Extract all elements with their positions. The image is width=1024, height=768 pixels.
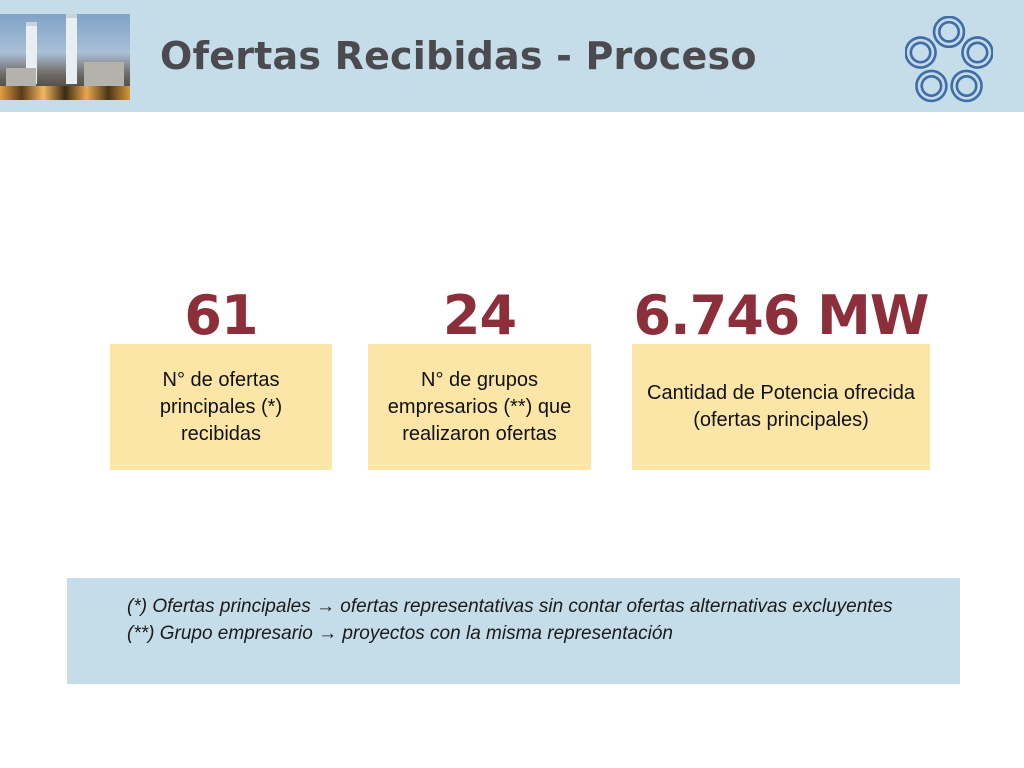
stat-power: 6.746 MW Cantidad de Potencia ofrecida (… [632, 286, 930, 470]
stat-label-box-groups: N° de grupos empresarios (**) que realiz… [368, 344, 591, 470]
footnote-2-term: (**) Grupo empresario [127, 623, 319, 644]
stat-value-groups: 24 [442, 284, 517, 347]
stat-groups: 24 N° de grupos empresarios (**) que rea… [368, 286, 591, 470]
power-plant-photo [0, 14, 130, 100]
stat-value-offers: 61 [184, 284, 258, 347]
page-title: Ofertas Recibidas - Proceso [160, 34, 757, 78]
plant-building-left [6, 68, 36, 90]
footnote-principal-offers: (*) Ofertas principales → ofertas repres… [127, 593, 940, 620]
stat-label-power: Cantidad de Potencia ofrecida (ofertas p… [647, 382, 915, 431]
plant-lights [0, 86, 130, 100]
header-banner: Ofertas Recibidas - Proceso [0, 0, 1024, 112]
footnote-1-term: (*) Ofertas principales [127, 596, 317, 617]
stat-label-offers: N° de ofertas principales (*) recibidas [159, 368, 283, 445]
cooling-tower-right [66, 14, 77, 84]
stat-offers: 61 N° de ofertas principales (*) recibid… [110, 286, 332, 470]
arrow-right-icon: → [316, 596, 336, 617]
stat-label-box-power: Cantidad de Potencia ofrecida (ofertas p… [632, 344, 930, 470]
plant-building-right [84, 62, 124, 90]
arrow-right-icon: → [318, 623, 338, 644]
footnote-1-definition: ofertas representativas sin contar ofert… [340, 596, 893, 617]
cooling-tower-left [26, 22, 37, 84]
stat-value-power: 6.746 MW [633, 284, 930, 347]
footnote-2-definition: proyectos con la misma representación [342, 623, 673, 644]
footnote-business-group: (**) Grupo empresario → proyectos con la… [127, 620, 940, 647]
footnotes-box: (*) Ofertas principales → ofertas repres… [67, 578, 960, 684]
five-petal-logo-icon [905, 16, 993, 104]
stat-label-groups: N° de grupos empresarios (**) que realiz… [387, 368, 572, 445]
stat-label-box-offers: N° de ofertas principales (*) recibidas [110, 344, 332, 470]
